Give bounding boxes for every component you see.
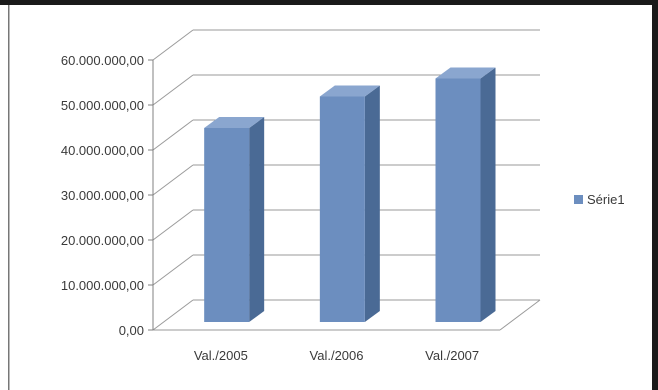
frame-left-border xyxy=(8,5,10,390)
x-tick-label: Val./2005 xyxy=(194,348,248,363)
y-tick-label: 40.000.000,00 xyxy=(61,143,144,158)
gridline-side xyxy=(152,164,194,196)
bar-side xyxy=(249,117,265,322)
frame-top-border xyxy=(0,0,658,5)
bar xyxy=(204,128,250,322)
frame-right-border xyxy=(652,0,658,390)
bar xyxy=(319,96,365,322)
gridline-side xyxy=(152,119,194,151)
y-tick-label: 50.000.000,00 xyxy=(61,98,144,113)
bar-side xyxy=(480,67,496,322)
y-tick-label: 10.000.000,00 xyxy=(61,278,144,293)
bar-top xyxy=(435,67,496,79)
x-tick-label: Val./2006 xyxy=(310,348,364,363)
y-tick-label: 30.000.000,00 xyxy=(61,188,144,203)
bar-side xyxy=(364,85,380,322)
x-tick-label: Val./2007 xyxy=(425,348,479,363)
bar-top xyxy=(204,117,265,128)
gridline-side xyxy=(152,74,194,106)
gridline-side xyxy=(152,299,194,331)
gridline-side xyxy=(152,29,194,61)
y-tick-label: 0,00 xyxy=(119,323,144,338)
bar xyxy=(435,78,481,322)
bar-top xyxy=(319,85,380,97)
gridline-side xyxy=(152,209,194,241)
y-tick-label: 60.000.000,00 xyxy=(61,53,144,68)
y-tick-label: 20.000.000,00 xyxy=(61,233,144,248)
legend-swatch xyxy=(574,195,583,204)
floor-right-edge xyxy=(499,299,541,331)
gridline-side xyxy=(152,254,194,286)
legend-label: Série1 xyxy=(587,192,625,207)
